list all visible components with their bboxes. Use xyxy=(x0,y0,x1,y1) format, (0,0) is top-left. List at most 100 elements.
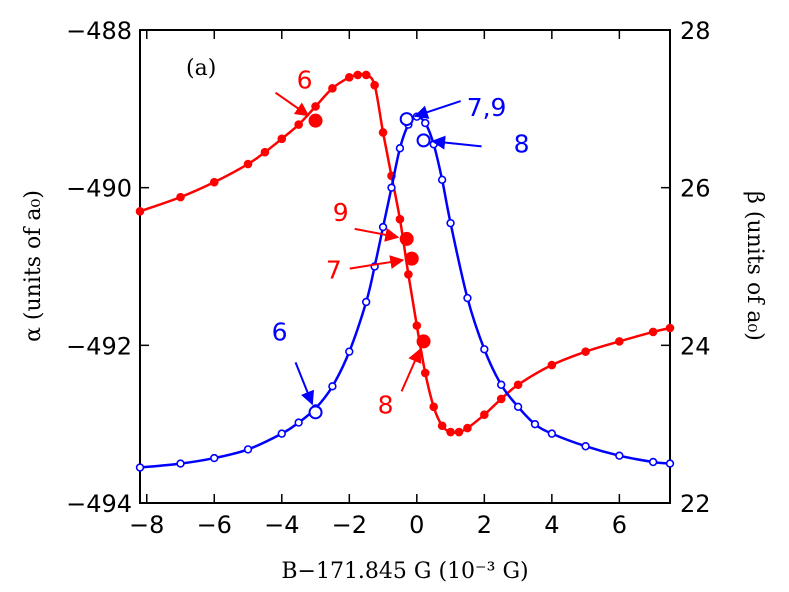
data-point xyxy=(353,70,363,80)
data-point xyxy=(463,293,472,303)
highlight-point xyxy=(416,334,431,349)
data-point xyxy=(513,402,523,412)
data-point xyxy=(361,297,371,307)
data-point xyxy=(378,222,388,232)
annotation: 8 xyxy=(378,334,431,419)
annotation-arrow xyxy=(354,227,400,242)
highlight-point xyxy=(416,133,431,148)
data-point xyxy=(615,337,624,346)
annotation-label: 7,9 xyxy=(467,93,507,122)
annotation-label: 8 xyxy=(514,129,530,158)
data-point xyxy=(344,73,354,82)
annotation: 8 xyxy=(416,129,530,158)
data-point xyxy=(209,177,219,187)
x-tick-label: 6 xyxy=(612,511,627,539)
y-right-tick-label: 24 xyxy=(680,332,711,360)
data-point xyxy=(665,323,675,333)
data-point xyxy=(311,102,320,111)
x-tick-label: −8 xyxy=(129,511,164,539)
data-point xyxy=(437,175,447,184)
series-2 xyxy=(135,112,675,472)
data-point xyxy=(446,218,455,228)
annotation: 7,9 xyxy=(399,93,507,127)
data-point xyxy=(395,214,405,224)
data-point xyxy=(615,451,624,460)
data-point xyxy=(277,429,286,438)
data-point xyxy=(176,192,185,202)
panel-label: (a) xyxy=(186,56,216,81)
data-point xyxy=(412,321,422,330)
annotation-label: 8 xyxy=(378,390,394,419)
data-point xyxy=(328,84,337,93)
data-point xyxy=(463,423,472,433)
data-point xyxy=(328,382,337,391)
y-left-tick-label: −494 xyxy=(66,490,132,518)
y-axis-right-title: β (units of a₀) xyxy=(742,191,767,341)
data-point xyxy=(361,70,371,80)
highlight-point xyxy=(308,405,323,420)
plot-frame xyxy=(139,29,671,504)
data-point xyxy=(480,410,489,420)
data-point xyxy=(404,270,413,279)
data-point xyxy=(496,394,506,404)
data-point xyxy=(446,427,455,437)
y-right-tick-label: 26 xyxy=(680,175,711,203)
data-point xyxy=(243,445,253,454)
series-layer xyxy=(135,70,675,472)
data-point xyxy=(547,429,557,438)
x-tick-label: −4 xyxy=(264,511,299,539)
data-point xyxy=(294,120,303,129)
data-point xyxy=(530,419,540,429)
data-point xyxy=(429,402,438,412)
data-point xyxy=(135,207,145,216)
annotation-label: 9 xyxy=(333,198,349,227)
data-point xyxy=(421,118,430,128)
data-point xyxy=(547,360,557,370)
annotation: 9 xyxy=(333,198,414,246)
y-right-tick-label: 28 xyxy=(680,17,711,45)
annotation: 6 xyxy=(274,66,323,128)
data-point xyxy=(277,134,287,144)
series-line xyxy=(139,115,671,469)
x-tick-label: 0 xyxy=(409,511,424,539)
data-point xyxy=(387,183,396,192)
y-left-tick-label: −490 xyxy=(66,175,132,203)
data-point xyxy=(294,418,303,427)
data-point xyxy=(176,459,185,468)
annotation-label: 7 xyxy=(326,256,342,285)
data-point xyxy=(665,459,675,468)
data-point xyxy=(370,80,379,90)
series-1 xyxy=(135,70,675,437)
highlight-point xyxy=(404,251,419,266)
x-tick-label: 2 xyxy=(477,511,492,539)
highlight-point xyxy=(399,231,414,246)
data-point xyxy=(648,457,658,467)
annotation-arrow xyxy=(413,100,462,119)
data-point xyxy=(454,427,464,437)
data-point xyxy=(378,128,388,137)
annotation-arrow xyxy=(294,361,315,406)
x-tick-label: 4 xyxy=(544,511,559,539)
data-point xyxy=(210,453,219,463)
annotation-label: 6 xyxy=(297,66,313,95)
data-point xyxy=(513,380,523,390)
data-point xyxy=(420,368,430,378)
data-point xyxy=(480,345,489,354)
annotation-arrow xyxy=(274,91,310,117)
annotation: 7 xyxy=(326,251,419,285)
data-point xyxy=(648,327,658,337)
annotation: 6 xyxy=(272,317,323,420)
y-left-tick-label: −488 xyxy=(66,17,132,45)
data-point xyxy=(395,144,405,153)
x-tick-label: −6 xyxy=(197,511,232,539)
y-axis-left-title: α (units of a₀) xyxy=(21,190,46,342)
data-point xyxy=(135,463,145,472)
x-axis-title: B−171.845 G (10⁻³ G) xyxy=(281,559,528,584)
y-left-tick-label: −492 xyxy=(66,332,132,360)
annotation-arrow xyxy=(400,348,422,392)
highlight-point xyxy=(308,113,323,128)
y-right-tick-label: 22 xyxy=(680,490,711,518)
